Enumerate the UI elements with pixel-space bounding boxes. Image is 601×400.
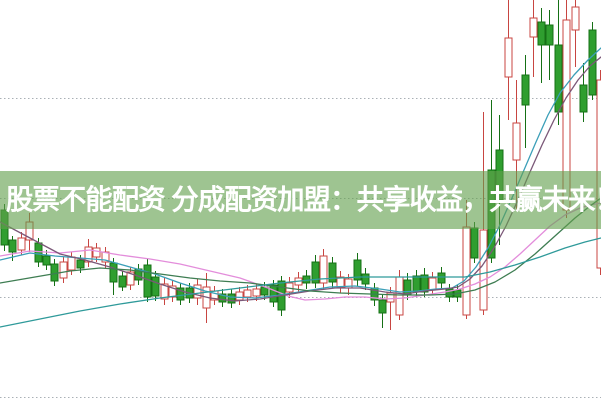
candle-down [151, 276, 160, 297]
candle-up [193, 284, 202, 299]
candle-up [428, 277, 437, 291]
candle-down [588, 29, 597, 96]
candle-down [470, 227, 479, 259]
candle-down [545, 24, 554, 46]
candle-down [412, 275, 421, 293]
candle-up [504, 37, 513, 78]
candle-down [537, 21, 546, 46]
candle-down [42, 255, 51, 266]
candle-down [218, 293, 227, 303]
candle-up [319, 255, 328, 284]
ma-teal-steep [0, 47, 601, 299]
candle-down [521, 74, 530, 106]
candle-down [76, 259, 85, 269]
candle-down [227, 293, 236, 304]
candle-up [126, 271, 135, 286]
candle-up [17, 237, 26, 251]
candle-up [571, 6, 580, 31]
candle-down [579, 84, 588, 113]
candle-down [554, 44, 563, 113]
candle-down [269, 284, 278, 303]
candle-up [395, 276, 404, 316]
candle-up [512, 122, 521, 161]
candle-up [160, 283, 169, 300]
candle-up [84, 246, 93, 263]
candle-up [529, 17, 538, 38]
ma-pink [0, 202, 601, 301]
ma-dark-mauve [0, 56, 601, 302]
candle-down [176, 287, 185, 301]
candle-up [462, 226, 471, 316]
candle-up [243, 289, 252, 298]
ma-dark-green [0, 197, 601, 296]
candle-up [59, 261, 68, 279]
candle-up [252, 288, 261, 297]
candle-up [479, 229, 488, 311]
candle-down [361, 273, 370, 285]
promo-banner: 股票不能配资 分成配资加盟：共享收益，共赢未来！ [0, 171, 601, 229]
candle-down [8, 239, 17, 253]
candle-down [420, 274, 429, 293]
candle-down [378, 299, 387, 314]
candle-up [92, 247, 101, 258]
candle-down [34, 242, 43, 263]
candle-up [235, 291, 244, 301]
promo-banner-text: 股票不能配资 分成配资加盟：共享收益，共赢未来！ [5, 184, 601, 215]
candle-down [50, 263, 59, 282]
candle-down [353, 259, 362, 281]
candle-down [118, 275, 127, 288]
candle-up [67, 256, 76, 271]
candle-down [437, 272, 446, 284]
candle-down [445, 288, 454, 298]
ma-cyan-long [0, 237, 601, 328]
candle-down [109, 262, 118, 283]
candle-down [311, 261, 320, 284]
candle-down [328, 262, 337, 283]
